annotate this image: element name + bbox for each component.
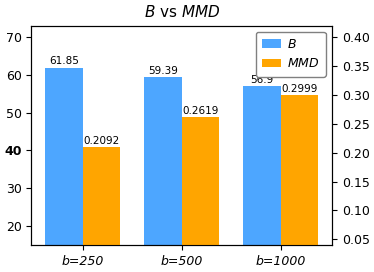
- Title: $\mathit{B}$ vs $\mathit{MMD}$: $\mathit{B}$ vs $\mathit{MMD}$: [144, 4, 220, 20]
- Text: 61.85: 61.85: [49, 56, 79, 66]
- Bar: [144, 77, 182, 272]
- Text: 0.2092: 0.2092: [83, 136, 120, 146]
- Bar: [45, 68, 83, 272]
- Text: 59.39: 59.39: [148, 66, 178, 76]
- Legend: $\mathit{B}$, $\mathit{MMD}$: $\mathit{B}$, $\mathit{MMD}$: [256, 32, 326, 76]
- Text: 0.2999: 0.2999: [281, 84, 318, 94]
- Text: 56.9: 56.9: [250, 75, 274, 85]
- Bar: [243, 86, 281, 272]
- Bar: [281, 95, 318, 268]
- Bar: [83, 147, 120, 268]
- Text: 0.2619: 0.2619: [183, 106, 219, 116]
- Bar: [182, 117, 220, 268]
